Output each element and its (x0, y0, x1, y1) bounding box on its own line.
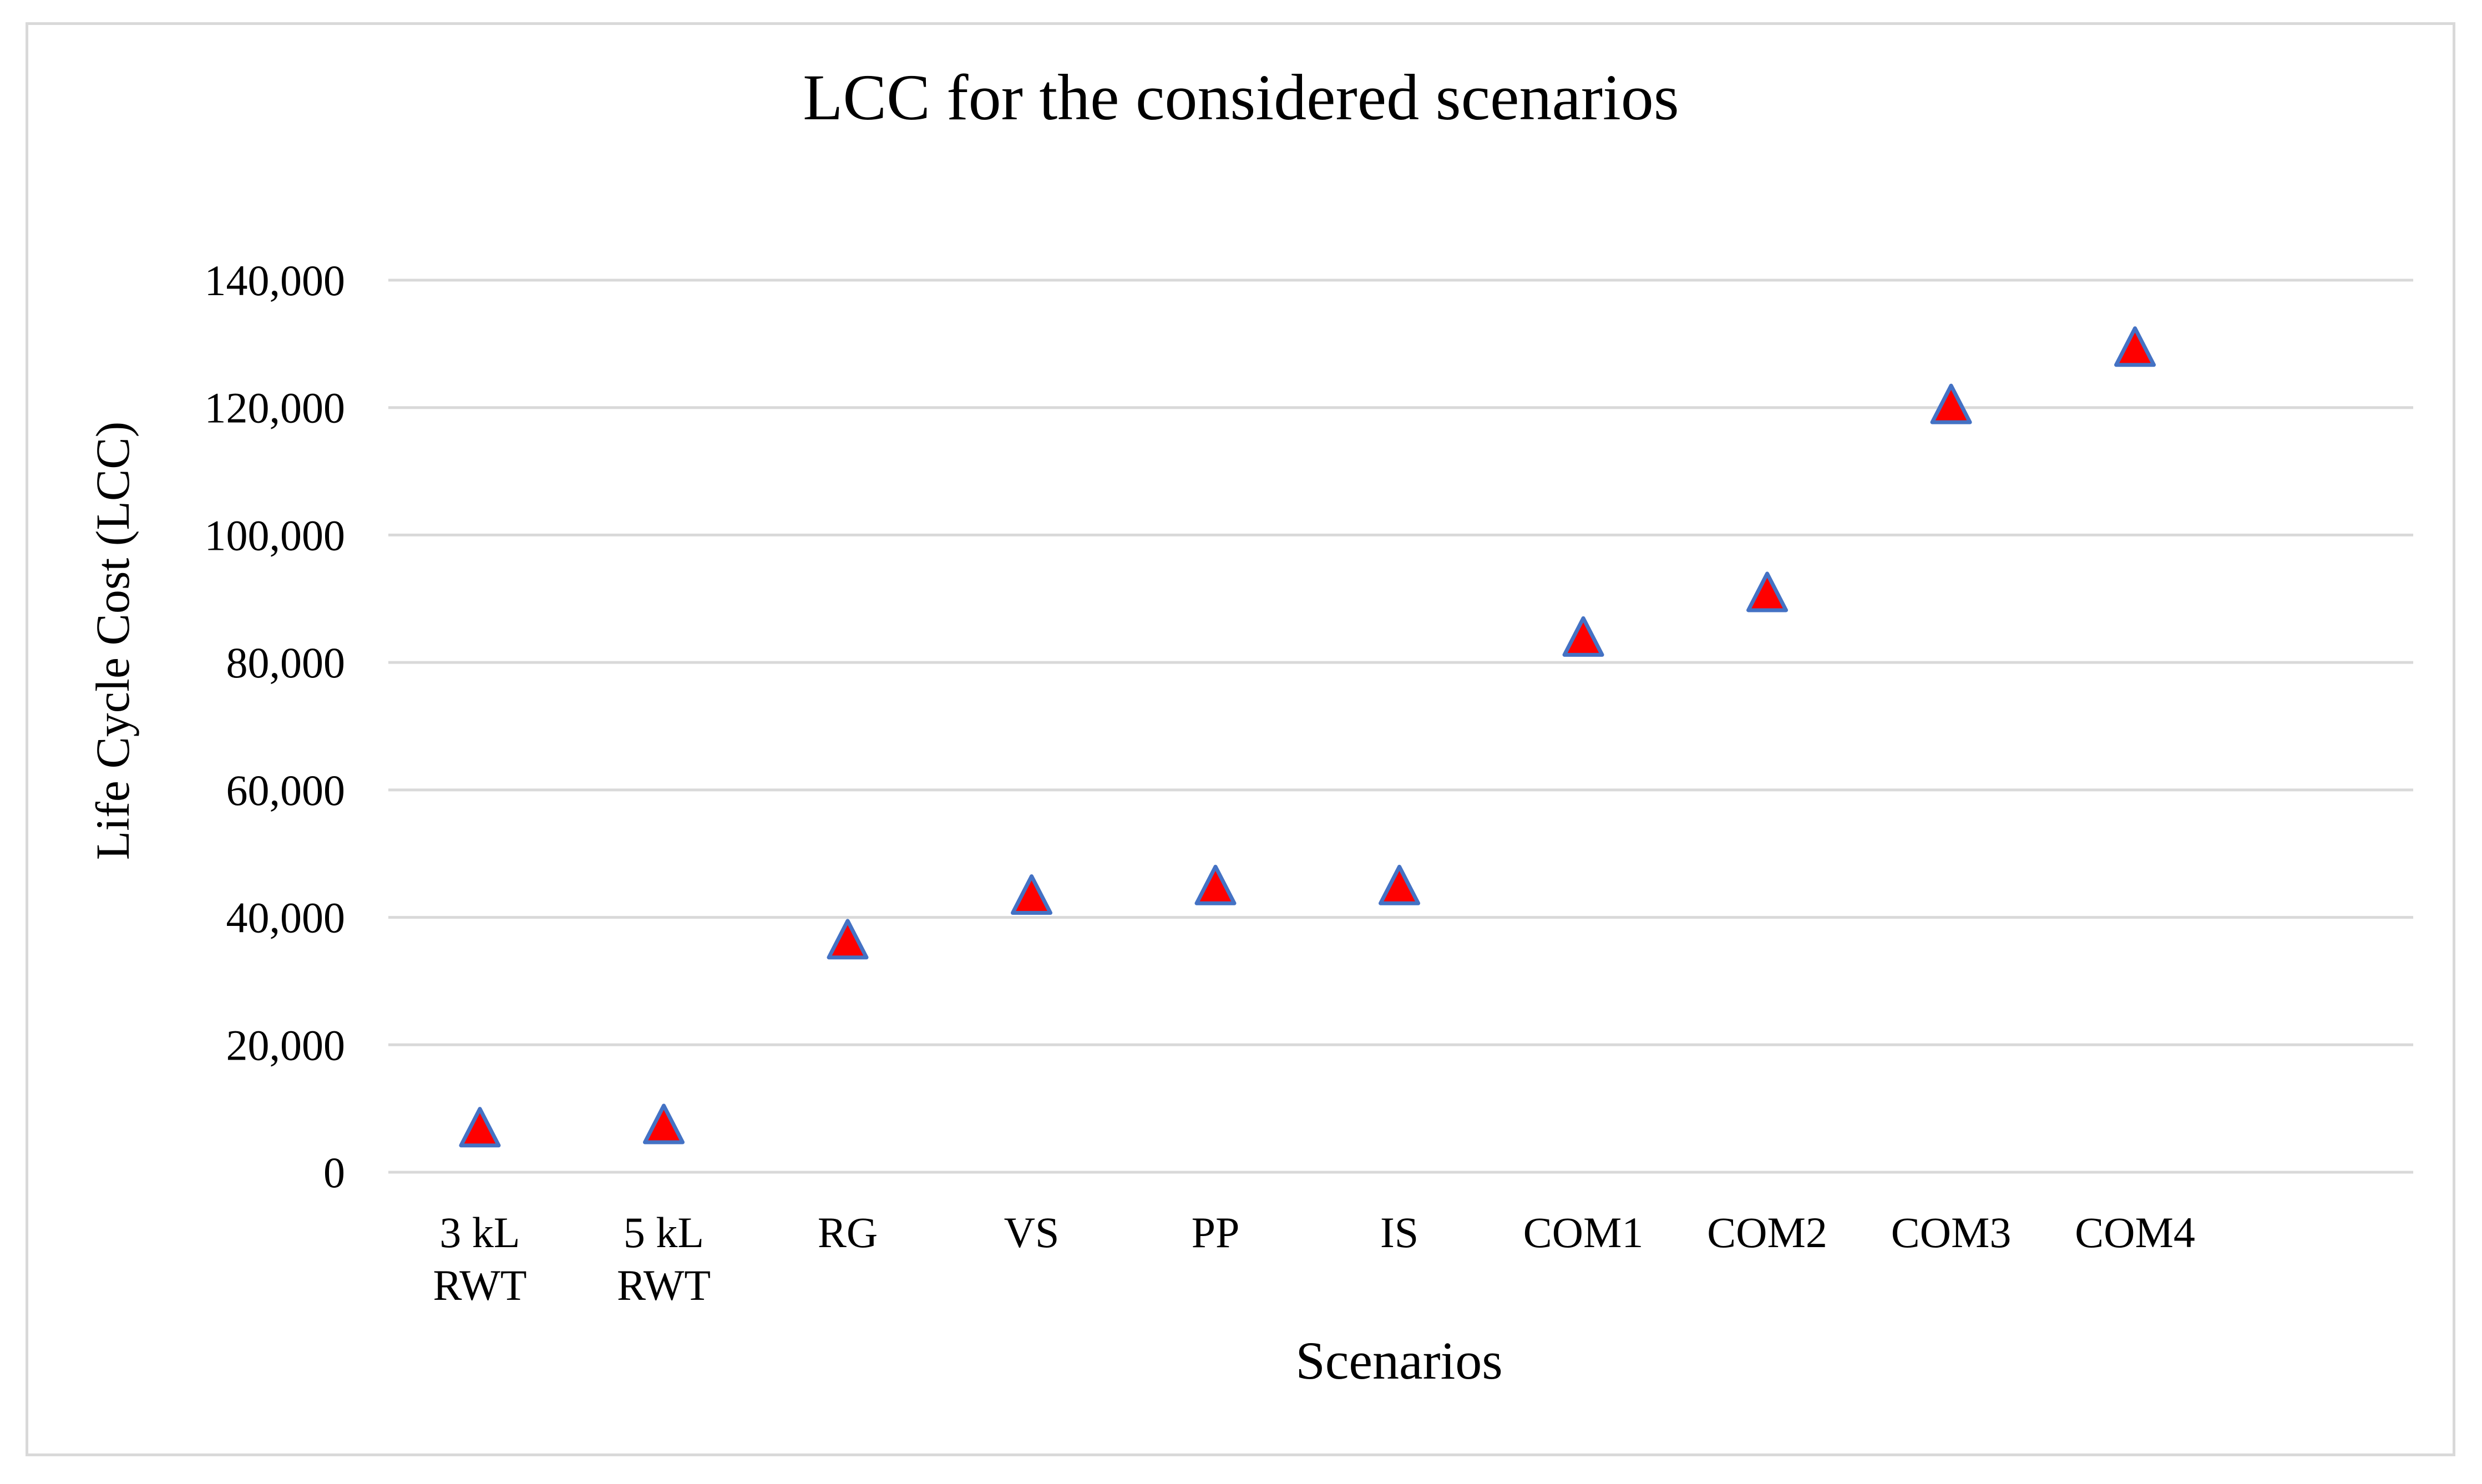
y-tick-label: 120,000 (205, 384, 346, 432)
x-tick-label: COM1 (1523, 1208, 1644, 1257)
chart-title: LCC for the considered scenarios (803, 61, 1679, 134)
x-tick-label: PP (1192, 1208, 1240, 1257)
data-point-marker (1746, 571, 1788, 612)
y-tick-labels: 0 20,000 40,000 60,000 80,000 100,000 120,000 1… (205, 256, 346, 1197)
x-tick-labels: 3 kL RWT 5 kL RWT RG VS PP IS COM1 COM2 COM3 COM4 (433, 1208, 2195, 1309)
x-tick-label: VS (1004, 1208, 1060, 1257)
data-point-marker (1562, 616, 1604, 657)
data-point-marker (1930, 383, 1972, 424)
x-tick-label: 3 kL RWT (433, 1208, 527, 1309)
x-tick-label: COM4 (2075, 1208, 2195, 1257)
x-tick-label: IS (1380, 1208, 1419, 1257)
data-point-marker (2114, 326, 2156, 367)
y-tick-label: 60,000 (226, 766, 346, 814)
x-tick-label: RG (818, 1208, 878, 1257)
data-point-marker (827, 919, 869, 960)
y-tick-label: 140,000 (205, 256, 346, 305)
data-point-marker (1379, 864, 1420, 905)
y-tick-label: 40,000 (226, 894, 346, 942)
y-axis-label: Life Cycle Cost (LCC) (86, 422, 139, 860)
y-tick-label: 0 (323, 1148, 345, 1197)
y-tick-label: 20,000 (226, 1021, 346, 1069)
x-tick-label: COM3 (1891, 1208, 2012, 1257)
gridlines (388, 278, 2413, 1174)
chart-frame (26, 22, 2455, 1456)
y-tick-label: 100,000 (205, 511, 346, 559)
data-point-marker (643, 1103, 685, 1144)
x-tick-label: 5 kL RWT (617, 1208, 711, 1309)
data-point-marker (1011, 874, 1052, 915)
x-tick-label: COM2 (1707, 1208, 1827, 1257)
data-point-marker (459, 1107, 501, 1148)
y-tick-label: 80,000 (226, 639, 346, 687)
x-axis-label: Scenarios (1295, 1331, 1502, 1390)
data-point-marker (1194, 864, 1237, 905)
data-markers (459, 326, 2156, 1148)
